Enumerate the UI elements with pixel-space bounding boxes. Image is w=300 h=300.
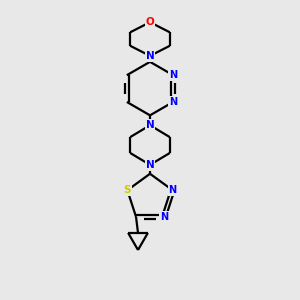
Text: N: N: [169, 185, 177, 195]
Text: N: N: [169, 97, 177, 107]
Text: S: S: [124, 185, 131, 195]
Text: N: N: [146, 160, 154, 170]
Text: N: N: [146, 120, 154, 130]
Text: N: N: [169, 70, 177, 80]
Text: N: N: [146, 51, 154, 61]
Text: O: O: [146, 17, 154, 27]
Text: N: N: [160, 212, 168, 222]
